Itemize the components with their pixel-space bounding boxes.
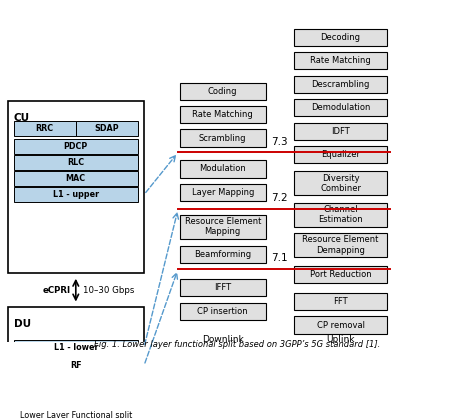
- Text: Modulation: Modulation: [200, 164, 246, 173]
- Bar: [294, 29, 387, 46]
- Text: RLC: RLC: [67, 158, 84, 167]
- Bar: [180, 184, 265, 201]
- Bar: [294, 171, 387, 195]
- Bar: [8, 307, 144, 405]
- Text: Descrambling: Descrambling: [311, 80, 370, 89]
- Bar: [294, 293, 387, 310]
- Bar: [14, 358, 138, 373]
- Bar: [294, 265, 387, 283]
- Text: MAC: MAC: [66, 174, 86, 183]
- Text: Resource Element
Mapping: Resource Element Mapping: [184, 217, 261, 237]
- Bar: [180, 215, 265, 239]
- Bar: [294, 52, 387, 69]
- Text: Equalizer: Equalizer: [321, 150, 360, 159]
- Text: Fig. 1. Lower layer functional split based on 3GPP’s 5G standard [1].: Fig. 1. Lower layer functional split bas…: [94, 340, 380, 349]
- Text: Scrambling: Scrambling: [199, 134, 246, 143]
- Bar: [294, 99, 387, 116]
- Bar: [14, 340, 138, 355]
- Text: DU: DU: [14, 319, 31, 329]
- Bar: [180, 246, 265, 263]
- Text: eCPRI: eCPRI: [43, 285, 71, 295]
- Bar: [14, 187, 138, 202]
- Text: Coding: Coding: [208, 87, 237, 96]
- Bar: [76, 121, 138, 136]
- Bar: [294, 233, 387, 257]
- Text: Beamforming: Beamforming: [194, 250, 251, 259]
- Text: RRC: RRC: [36, 124, 54, 133]
- Text: FFT: FFT: [333, 297, 348, 306]
- Text: 7.3: 7.3: [272, 137, 288, 147]
- Text: CP insertion: CP insertion: [198, 307, 248, 316]
- Text: Lower Layer Functional split: Lower Layer Functional split: [19, 411, 132, 418]
- Text: Port Reduction: Port Reduction: [310, 270, 371, 279]
- Text: RF: RF: [70, 361, 82, 370]
- Text: Uplink: Uplink: [326, 335, 355, 344]
- Bar: [294, 316, 387, 334]
- Text: Diversity
Combiner: Diversity Combiner: [320, 173, 361, 193]
- Text: Channel
Estimation: Channel Estimation: [318, 205, 363, 224]
- Text: 7.2: 7.2: [272, 193, 288, 203]
- Bar: [180, 83, 265, 100]
- Text: Demodulation: Demodulation: [311, 103, 370, 112]
- Text: CP removal: CP removal: [317, 321, 365, 329]
- Text: CU: CU: [14, 113, 30, 123]
- Text: 7.1: 7.1: [272, 253, 288, 263]
- Bar: [294, 122, 387, 140]
- Text: Resource Element
Demapping: Resource Element Demapping: [302, 235, 379, 255]
- Bar: [180, 303, 265, 320]
- Bar: [180, 161, 265, 178]
- Bar: [294, 203, 387, 227]
- Text: Downlink: Downlink: [202, 335, 244, 344]
- Text: Rate Matching: Rate Matching: [310, 56, 371, 65]
- Bar: [14, 171, 138, 186]
- Bar: [14, 121, 76, 136]
- Bar: [180, 106, 265, 123]
- Text: L1 - upper: L1 - upper: [53, 190, 99, 199]
- Bar: [14, 139, 138, 154]
- Bar: [294, 146, 387, 163]
- Text: PDCP: PDCP: [64, 142, 88, 151]
- Text: Rate Matching: Rate Matching: [192, 110, 253, 119]
- Text: IFFT: IFFT: [214, 283, 231, 292]
- Bar: [180, 130, 265, 147]
- Bar: [294, 76, 387, 93]
- Bar: [14, 155, 138, 170]
- Text: 10–30 Gbps: 10–30 Gbps: [83, 285, 135, 295]
- Text: IDFT: IDFT: [331, 127, 350, 136]
- Text: Layer Mapping: Layer Mapping: [191, 188, 254, 197]
- Text: SDAP: SDAP: [94, 124, 119, 133]
- Bar: [180, 279, 265, 296]
- Bar: [8, 102, 144, 273]
- Text: L1 - lower: L1 - lower: [54, 343, 98, 352]
- Text: Decoding: Decoding: [320, 33, 361, 42]
